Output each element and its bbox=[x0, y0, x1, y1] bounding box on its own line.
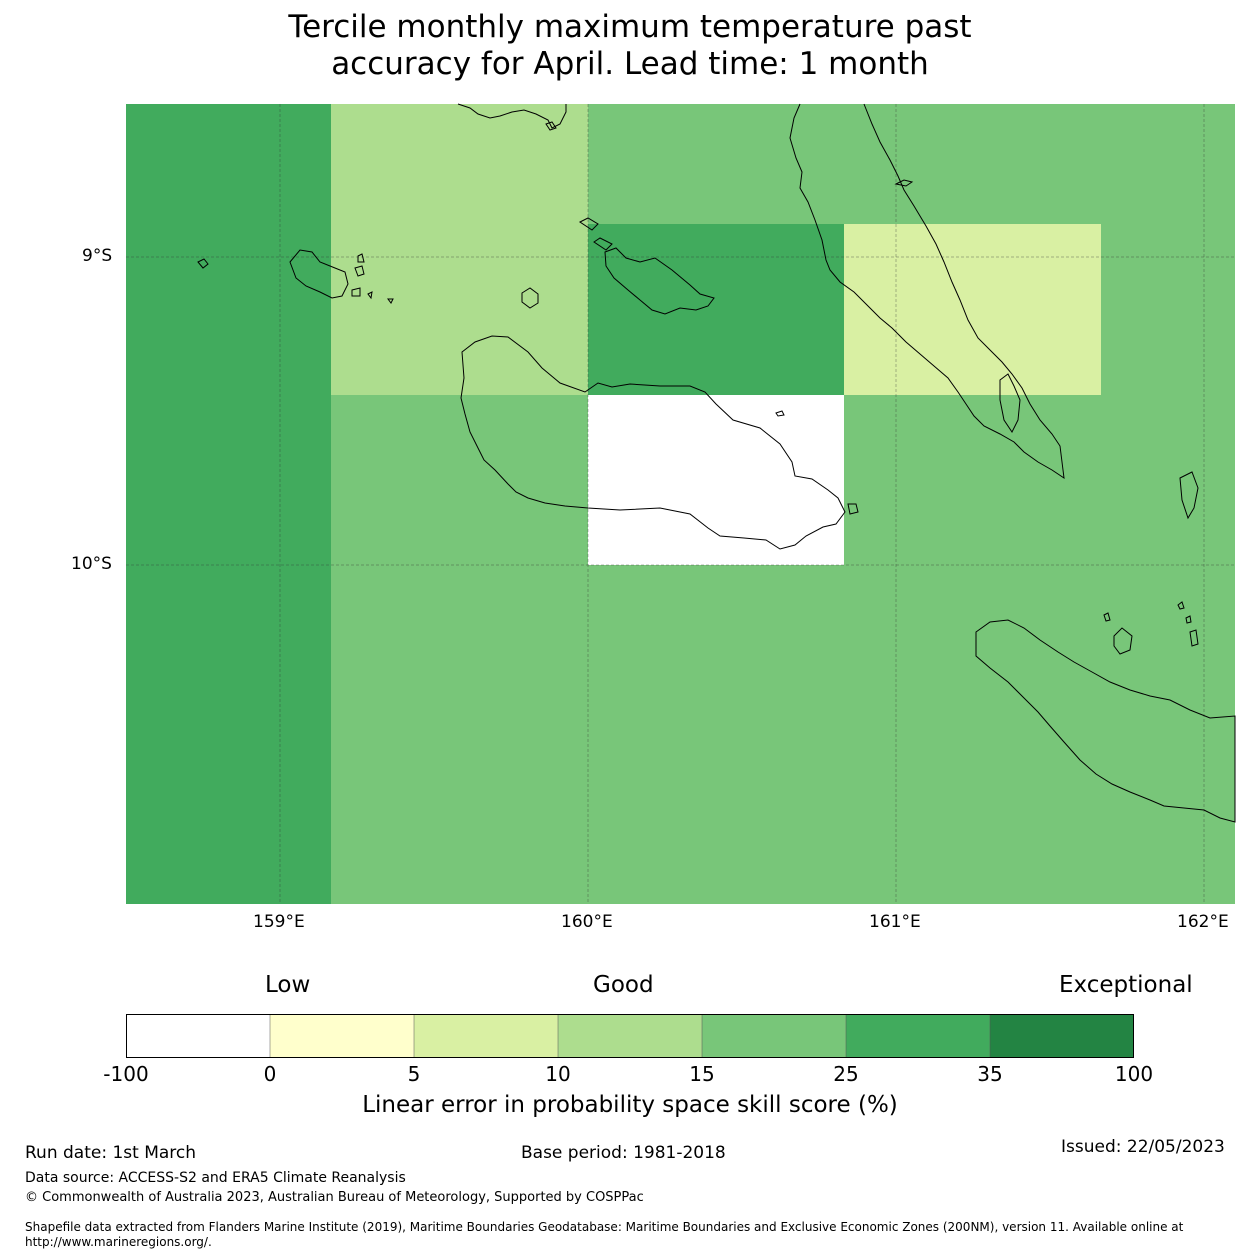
colorbar-tick: 15 bbox=[689, 1062, 715, 1086]
lat-label-10s: 10°S bbox=[71, 554, 112, 574]
grid-cell bbox=[331, 395, 588, 904]
coastline-florida-islands bbox=[604, 247, 715, 315]
lon-label-162e: 162°E bbox=[1177, 912, 1229, 932]
grid-cell bbox=[844, 224, 1101, 395]
base-period: Base period: 1981-2018 bbox=[521, 1143, 726, 1163]
map-title-line-2: accuracy for April. Lead time: 1 month bbox=[331, 46, 929, 82]
coastline-makira bbox=[975, 619, 1236, 823]
copyright: © Commonwealth of Australia 2023, Austra… bbox=[25, 1190, 644, 1205]
coastline-new-georgia bbox=[457, 103, 567, 129]
colorbar-category-exceptional: Exceptional bbox=[1059, 972, 1193, 998]
shapefile-credit: Shapefile data extracted from Flanders M… bbox=[25, 1220, 1245, 1250]
issued-date: Issued: 22/05/2023 bbox=[1061, 1137, 1225, 1157]
colorbar-tick: 10 bbox=[545, 1062, 571, 1086]
colorbar-swatch bbox=[558, 1014, 702, 1058]
shapefile-credit-line-2: http://www.marineregions.org/. bbox=[25, 1235, 212, 1249]
data-source: Data source: ACCESS-S2 and ERA5 Climate … bbox=[25, 1170, 406, 1186]
coastline-guadalcanal bbox=[460, 335, 846, 550]
colorbar-tick: 25 bbox=[833, 1062, 859, 1086]
grid-cell bbox=[588, 565, 844, 904]
colorbar-swatch bbox=[702, 1014, 846, 1058]
colorbar-tick: 35 bbox=[977, 1062, 1003, 1086]
colorbar-swatch bbox=[270, 1014, 414, 1058]
grid-cell bbox=[588, 104, 1235, 224]
grid-cell bbox=[588, 224, 844, 395]
coastline-malaita bbox=[789, 103, 1065, 480]
run-date: Run date: 1st March bbox=[25, 1143, 197, 1163]
colorbar-category-low: Low bbox=[265, 972, 311, 998]
colorbar-label: Linear error in probability space skill … bbox=[362, 1092, 898, 1118]
colorbar-category-good: Good bbox=[593, 972, 654, 998]
map-title-line-1: Tercile monthly maximum temperature past bbox=[288, 9, 972, 45]
shapefile-credit-line-1: Shapefile data extracted from Flanders M… bbox=[25, 1220, 1184, 1234]
coastline-savo bbox=[521, 287, 539, 309]
map-plot bbox=[126, 103, 1236, 904]
colorbar-tick: -100 bbox=[103, 1062, 149, 1086]
lon-label-161e: 161°E bbox=[869, 912, 921, 932]
coastline-russell-islands bbox=[289, 249, 349, 299]
grid-cell bbox=[844, 395, 1235, 904]
colorbar bbox=[126, 1014, 1134, 1058]
graticule bbox=[126, 104, 1235, 904]
colorbar-tick: 0 bbox=[263, 1062, 277, 1086]
colorbar-swatch bbox=[990, 1014, 1134, 1058]
colorbar-tick: 5 bbox=[407, 1062, 421, 1086]
colorbar-swatch bbox=[414, 1014, 558, 1058]
grid-cell bbox=[126, 104, 331, 904]
lon-label-159e: 159°E bbox=[253, 912, 305, 932]
colorbar-swatch bbox=[846, 1014, 990, 1058]
coastlines bbox=[197, 103, 1236, 823]
lat-label-9s: 9°S bbox=[82, 246, 113, 266]
grid-cell bbox=[1101, 224, 1235, 395]
grid-cell bbox=[588, 395, 844, 565]
colorbar-swatch bbox=[126, 1014, 270, 1058]
colorbar-tick: 100 bbox=[1114, 1062, 1154, 1086]
lon-label-160e: 160°E bbox=[561, 912, 613, 932]
grid-cell bbox=[331, 104, 588, 395]
